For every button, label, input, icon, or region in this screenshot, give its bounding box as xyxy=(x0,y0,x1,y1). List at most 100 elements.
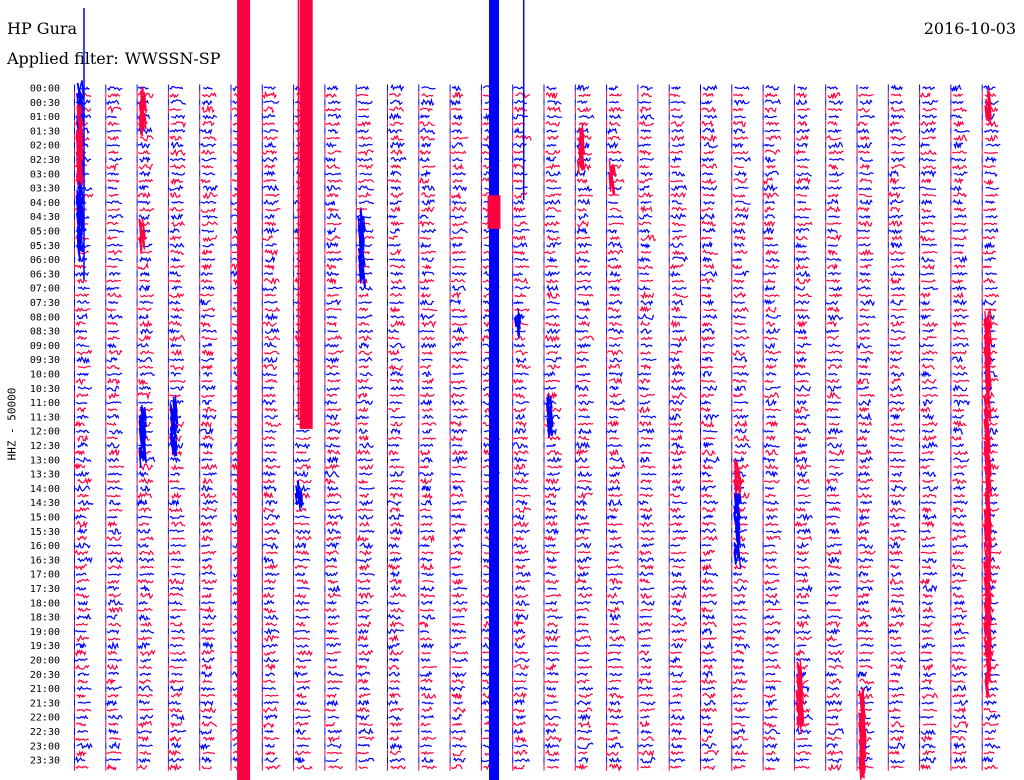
trace-segment xyxy=(451,265,465,269)
trace-segment xyxy=(388,634,399,643)
trace-segment xyxy=(953,93,964,98)
trace-segment xyxy=(669,399,685,406)
trace-segment xyxy=(514,549,529,556)
trace-segment xyxy=(544,220,560,227)
trace-segment xyxy=(545,477,560,486)
trace-row xyxy=(74,369,998,379)
trace-segment xyxy=(797,107,811,111)
trace-segment xyxy=(513,192,528,199)
trace-segment xyxy=(513,628,526,635)
trace-segment xyxy=(794,520,808,527)
trace-segment xyxy=(296,649,313,657)
trace-segment xyxy=(76,613,92,620)
trace-segment xyxy=(638,100,652,104)
trace-segment xyxy=(262,149,278,156)
trace-segment xyxy=(170,256,181,262)
trace-segment xyxy=(952,500,969,505)
trace-segment xyxy=(889,465,905,469)
trace-segment xyxy=(828,157,845,161)
trace-segment xyxy=(859,99,873,106)
trace-segment xyxy=(107,208,121,211)
trace-segment xyxy=(951,114,963,119)
trace-segment xyxy=(296,535,312,541)
trace-segment xyxy=(951,355,964,363)
trace-segment xyxy=(701,600,718,606)
trace-row xyxy=(74,598,999,607)
trace-segment xyxy=(672,249,685,256)
trace-segment xyxy=(827,314,844,322)
trace-segment xyxy=(890,106,906,112)
trace-segment xyxy=(639,393,656,398)
trace-segment xyxy=(701,106,717,114)
trace-segment xyxy=(420,562,434,571)
trace-segment xyxy=(75,513,87,520)
trace-segment xyxy=(546,85,557,91)
trace-segment xyxy=(358,108,370,111)
trace-segment xyxy=(795,630,811,635)
trace-segment xyxy=(359,172,373,176)
trace-segment xyxy=(170,521,186,528)
trace-segment xyxy=(451,565,462,569)
trace-segment xyxy=(452,184,468,192)
trace-segment xyxy=(608,377,623,384)
trace-segment xyxy=(108,499,121,506)
trace-segment xyxy=(891,471,903,477)
trace-segment xyxy=(170,178,184,186)
trace-segment xyxy=(420,443,434,448)
trace-row xyxy=(74,355,996,365)
trace-segment xyxy=(765,608,782,612)
trace-segment xyxy=(170,472,181,477)
trace-segment xyxy=(578,264,588,269)
trace-segment xyxy=(922,99,939,106)
trace-segment xyxy=(387,642,400,651)
trace-row xyxy=(74,555,996,565)
trace-segment xyxy=(888,190,901,200)
trace-segment xyxy=(578,427,592,436)
trace-segment xyxy=(545,578,560,584)
trace-segment xyxy=(638,427,655,435)
trace-segment xyxy=(953,600,965,606)
trace-segment xyxy=(327,128,339,134)
trace-segment xyxy=(388,235,399,240)
trace-segment xyxy=(922,470,937,478)
trace-segment xyxy=(325,478,336,485)
trace-segment xyxy=(639,521,654,528)
trace-segment xyxy=(701,449,716,456)
trace-segment xyxy=(359,464,374,471)
trace-segment xyxy=(325,107,342,112)
trace-segment xyxy=(857,492,873,499)
trace-segment xyxy=(358,341,369,349)
trace-row xyxy=(74,406,998,414)
trace-segment xyxy=(670,544,681,547)
trace-segment xyxy=(107,486,123,490)
trace-segment xyxy=(575,507,586,512)
trace-segment xyxy=(544,334,560,343)
trace-segment xyxy=(107,214,124,220)
trace-segment xyxy=(607,201,619,204)
trace-segment xyxy=(889,577,904,586)
trace-segment xyxy=(920,229,935,233)
trace-segment xyxy=(201,592,212,599)
trace-segment xyxy=(827,442,843,449)
trace-segment xyxy=(389,492,403,500)
trace-segment xyxy=(609,622,619,626)
trace-segment xyxy=(702,127,715,133)
trace-segment xyxy=(387,328,400,333)
trace-segment xyxy=(670,385,686,391)
trace-segment xyxy=(702,429,718,433)
trace-row xyxy=(74,627,997,636)
trace-segment xyxy=(75,642,87,649)
trace-segment xyxy=(638,264,654,270)
trace-segment xyxy=(107,105,122,115)
trace-segment xyxy=(545,91,558,100)
trace-segment xyxy=(390,415,406,419)
trace-segment xyxy=(951,621,965,628)
trace-segment xyxy=(732,665,744,670)
trace-segment xyxy=(919,92,931,99)
trace-segment xyxy=(264,563,278,571)
trace-segment xyxy=(577,393,588,398)
trace-segment xyxy=(984,227,999,234)
trace-row xyxy=(74,484,998,493)
trace-segment xyxy=(828,163,839,171)
trace-segment xyxy=(952,485,966,491)
